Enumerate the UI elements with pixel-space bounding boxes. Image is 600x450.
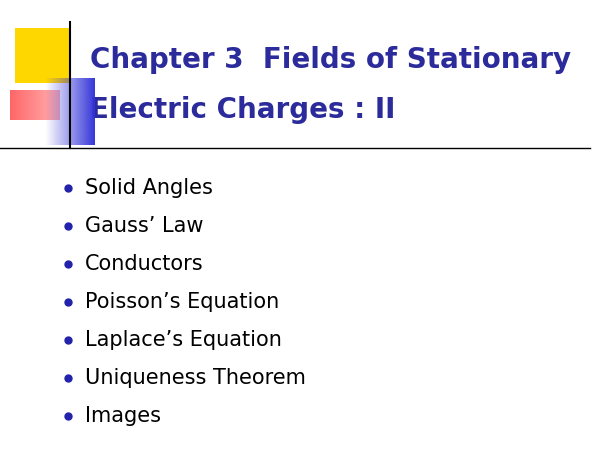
Text: Gauss’ Law: Gauss’ Law <box>85 216 203 236</box>
Bar <box>15 28 70 83</box>
Text: Images: Images <box>85 406 161 426</box>
Text: Solid Angles: Solid Angles <box>85 178 213 198</box>
Text: Laplace’s Equation: Laplace’s Equation <box>85 330 282 350</box>
Text: Conductors: Conductors <box>85 254 203 274</box>
Text: Poisson’s Equation: Poisson’s Equation <box>85 292 279 312</box>
Text: Uniqueness Theorem: Uniqueness Theorem <box>85 368 306 388</box>
Text: Chapter 3  Fields of Stationary: Chapter 3 Fields of Stationary <box>90 46 571 74</box>
Text: Electric Charges : II: Electric Charges : II <box>90 96 395 124</box>
